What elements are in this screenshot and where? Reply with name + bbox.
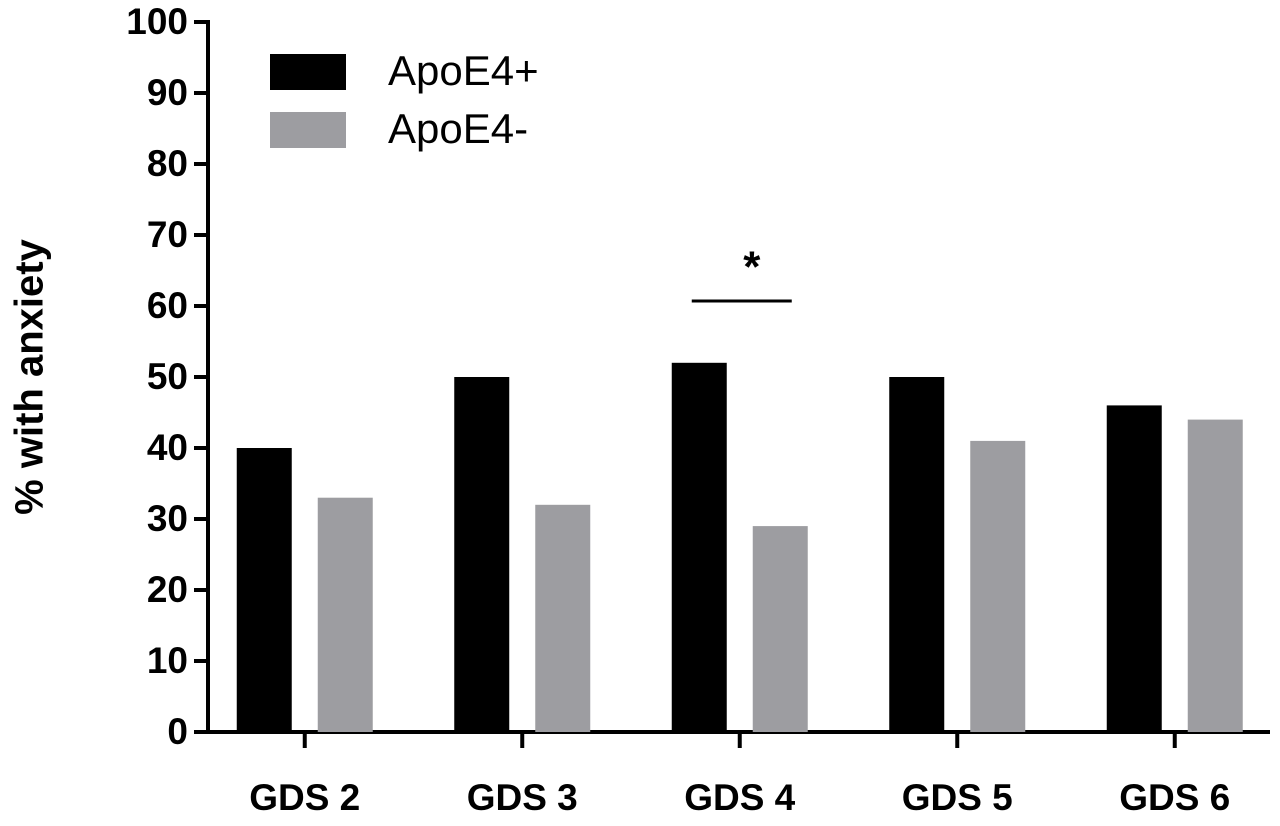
bar	[1187, 419, 1243, 732]
x-tick-label: GDS 4	[684, 777, 795, 818]
y-tick-label: 70	[147, 214, 188, 255]
y-tick-label: 50	[147, 356, 188, 397]
significance-marker: *	[743, 243, 761, 292]
bar	[236, 448, 292, 732]
legend-swatch	[270, 54, 346, 90]
y-tick-label: 80	[147, 143, 188, 184]
y-tick-label: 60	[147, 285, 188, 326]
x-tick-label: GDS 2	[249, 777, 360, 818]
bar	[889, 377, 945, 732]
x-tick-label: GDS 5	[902, 777, 1013, 818]
legend-label: ApoE4+	[388, 47, 539, 94]
x-tick-label: GDS 3	[467, 777, 578, 818]
y-tick-label: 30	[147, 498, 188, 539]
legend-swatch	[270, 112, 346, 148]
y-tick-label: 90	[147, 72, 188, 113]
y-tick-label: 10	[147, 640, 188, 681]
bar	[535, 504, 591, 732]
bar	[1106, 405, 1162, 732]
bar	[970, 440, 1026, 732]
y-tick-label: 0	[167, 711, 188, 752]
y-tick-label: 20	[147, 569, 188, 610]
bar	[752, 526, 808, 732]
legend-label: ApoE4-	[388, 105, 528, 152]
bar	[317, 497, 373, 732]
x-tick-label: GDS 6	[1119, 777, 1230, 818]
y-tick-label: 100	[126, 1, 188, 42]
bar	[671, 362, 727, 732]
bar	[454, 377, 510, 732]
y-tick-label: 40	[147, 427, 188, 468]
y-axis-title: % with anxiety	[8, 238, 52, 514]
